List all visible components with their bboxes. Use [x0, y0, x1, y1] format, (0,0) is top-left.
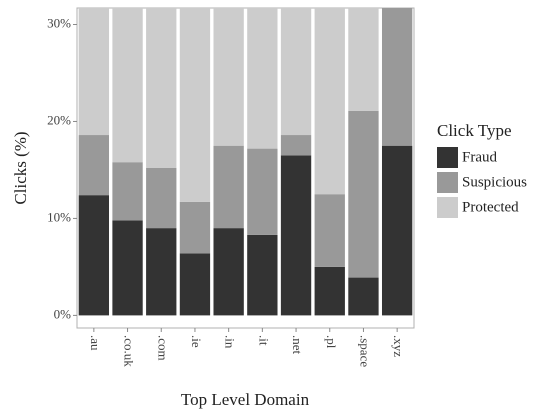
x-tick-label: .com — [155, 335, 170, 361]
y-tick-label: 10% — [47, 209, 71, 224]
bar-segment — [78, 135, 110, 196]
bar-segment — [179, 201, 211, 254]
bar-segment — [280, 155, 312, 316]
bar-segment — [348, 8, 379, 111]
x-tick-label: .au — [88, 335, 103, 351]
legend-key — [437, 147, 458, 168]
bar-segment — [280, 135, 312, 156]
bar-segment — [112, 220, 143, 316]
x-tick-label: .in — [223, 335, 238, 349]
bar-segment — [348, 110, 379, 278]
legend-key — [437, 197, 458, 218]
x-tick-label: .co.uk — [122, 335, 137, 367]
bar-segment — [247, 8, 278, 149]
bar-segment — [179, 8, 211, 202]
bar-segment — [112, 8, 143, 163]
legend-title: Click Type — [437, 121, 512, 140]
x-tick-label: .net — [290, 335, 305, 355]
y-tick-label: 20% — [47, 112, 71, 127]
bar-segment — [280, 8, 312, 136]
x-axis-title: Top Level Domain — [181, 390, 310, 409]
bar-segment — [314, 266, 345, 316]
x-tick-label: .ie — [189, 335, 204, 348]
bar-segment — [78, 8, 110, 136]
bar-segment — [146, 228, 177, 316]
x-tick-label: .pl — [324, 335, 339, 349]
y-tick-label: 0% — [54, 306, 72, 321]
bars — [78, 8, 413, 316]
bar-segment — [112, 162, 143, 221]
y-tick-label: 30% — [47, 15, 71, 30]
bar-segment — [213, 228, 244, 316]
bar-segment — [314, 8, 345, 195]
bar-segment — [314, 194, 345, 267]
x-tick-label: .xyz — [391, 335, 406, 357]
x-tick-label: .space — [357, 335, 372, 367]
legend-label: Protected — [462, 199, 519, 215]
bar-segment — [247, 148, 278, 235]
x-tick-label: .it — [256, 335, 271, 346]
bar-segment — [247, 234, 278, 316]
bar-segment — [381, 145, 413, 316]
legend-key — [437, 172, 458, 193]
legend-label: Suspicious — [462, 174, 527, 190]
y-axis-title: Clicks (%) — [11, 131, 30, 204]
bar-segment — [146, 168, 177, 229]
bar-segment — [213, 8, 244, 146]
bar-segment — [146, 8, 177, 168]
legend-label: Fraud — [462, 149, 497, 165]
bar-segment — [381, 8, 413, 146]
bar-segment — [179, 253, 211, 316]
bar-segment — [213, 145, 244, 229]
bar-segment — [348, 277, 379, 316]
bar-segment — [78, 195, 110, 316]
